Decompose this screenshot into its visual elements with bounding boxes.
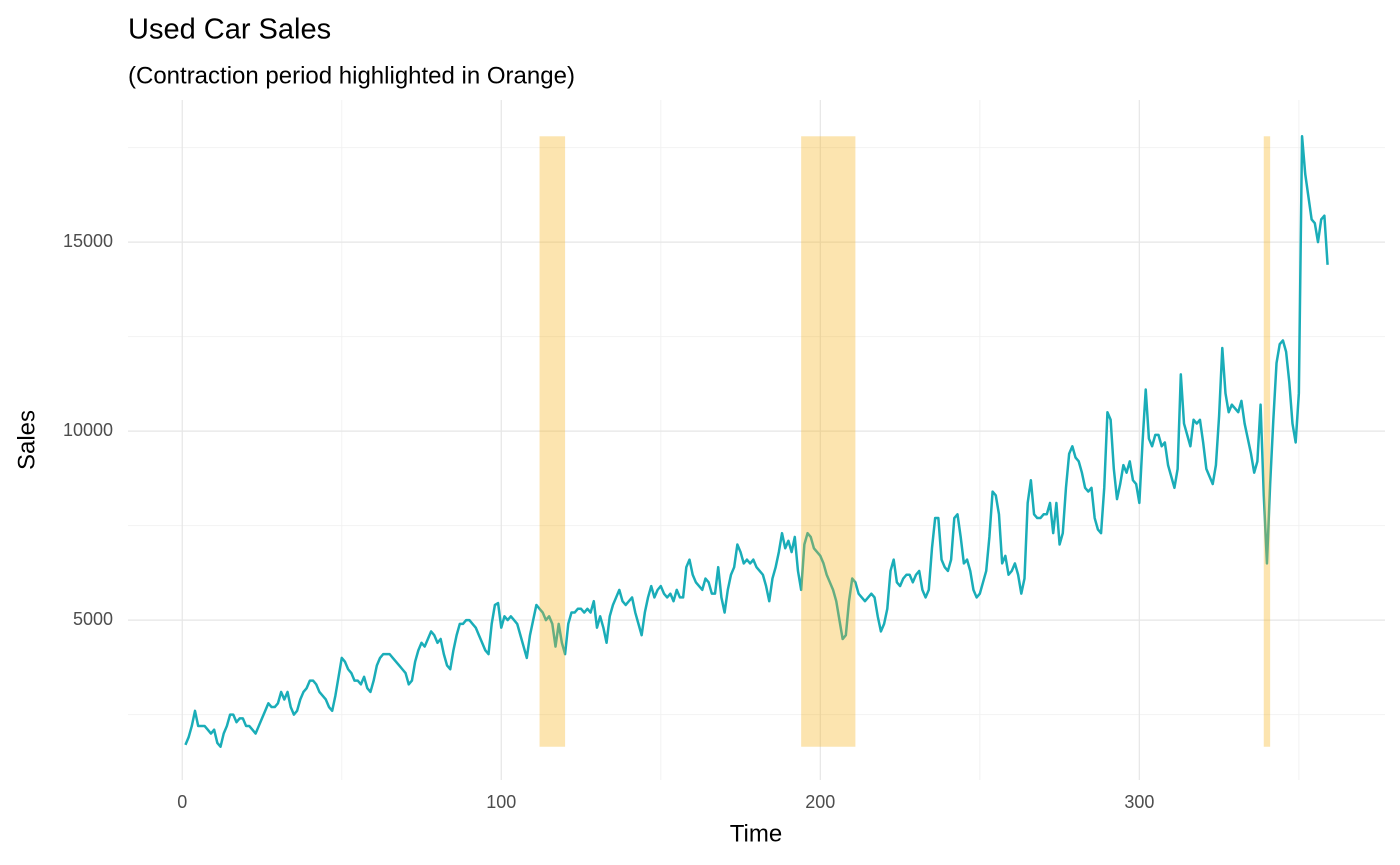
x-tick-label: 200 (805, 792, 835, 812)
chart-title: Used Car Sales (128, 14, 331, 46)
x-tick-label: 300 (1124, 792, 1154, 812)
y-tick-label: 5000 (73, 609, 113, 629)
x-tick-label: 100 (486, 792, 516, 812)
y-axis-title: Sales (13, 410, 40, 470)
highlight-band (801, 136, 856, 747)
chart-subtitle: (Contraction period highlighted in Orang… (128, 62, 575, 89)
x-axis-title: Time (730, 820, 782, 847)
highlight-band (1263, 136, 1271, 747)
highlight-band (539, 136, 566, 747)
y-tick-label: 10000 (63, 420, 113, 440)
x-tick-label: 0 (177, 792, 187, 812)
line (184, 135, 1329, 748)
y-tick-label: 15000 (63, 231, 113, 251)
